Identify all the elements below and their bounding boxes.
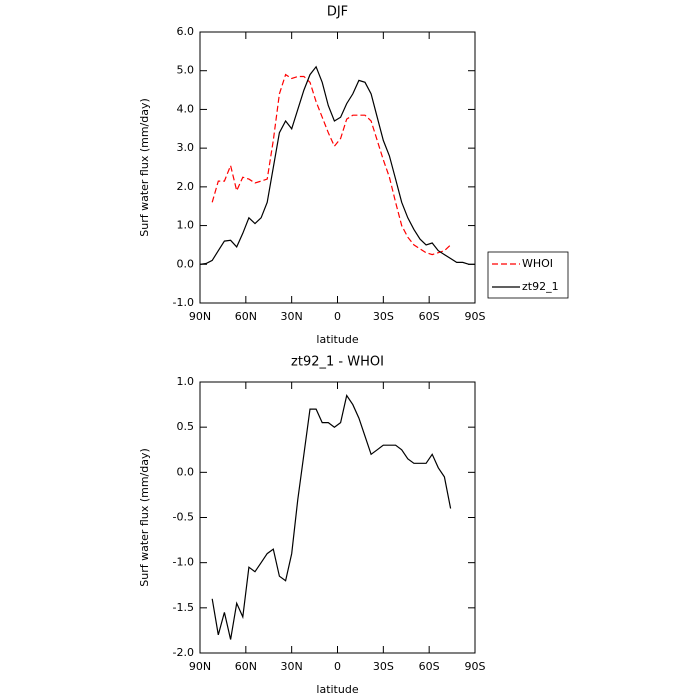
legend-label: zt92_1 bbox=[522, 280, 559, 293]
data-line bbox=[199, 65, 475, 265]
x-tick-label: 30N bbox=[281, 310, 303, 323]
x-tick-label: 30S bbox=[373, 660, 394, 673]
y-tick-label: -1.0 bbox=[173, 556, 194, 569]
y-tick-label: 0.0 bbox=[177, 257, 195, 270]
legend-box bbox=[487, 251, 569, 299]
y-tick-label: 3.0 bbox=[177, 141, 195, 154]
chart-title: DJF bbox=[327, 5, 348, 20]
y-tick-label: 6.0 bbox=[177, 25, 195, 38]
y-tick-label: 1.0 bbox=[177, 375, 195, 388]
x-tick-label: 60N bbox=[235, 310, 257, 323]
legend-label: WHOI bbox=[522, 257, 553, 270]
x-tick-label: 90S bbox=[465, 660, 486, 673]
x-tick-label: 90N bbox=[189, 310, 211, 323]
data-line bbox=[211, 73, 452, 256]
x-tick-label: 90S bbox=[465, 310, 486, 323]
y-axis-label: Surf water flux (mm/day) bbox=[138, 448, 151, 587]
x-axis-label: latitude bbox=[316, 683, 358, 696]
x-tick-label: 60S bbox=[419, 660, 440, 673]
plot-frame bbox=[199, 31, 476, 304]
x-tick-label: 0 bbox=[334, 660, 341, 673]
y-axis-label: Surf water flux (mm/day) bbox=[138, 98, 151, 237]
y-tick-label: 2.0 bbox=[177, 180, 195, 193]
x-tick-label: 90N bbox=[189, 660, 211, 673]
y-tick-label: 0.5 bbox=[177, 420, 195, 433]
x-tick-label: 60N bbox=[235, 660, 257, 673]
x-tick-label: 30S bbox=[373, 310, 394, 323]
y-tick-label: -0.5 bbox=[173, 511, 194, 524]
x-tick-label: 30N bbox=[281, 660, 303, 673]
chart-title: zt92_1 - WHOI bbox=[291, 355, 384, 370]
y-tick-label: -2.0 bbox=[173, 646, 194, 659]
x-tick-label: 0 bbox=[334, 310, 341, 323]
x-tick-label: 60S bbox=[419, 310, 440, 323]
y-tick-label: -1.5 bbox=[173, 601, 194, 614]
data-line bbox=[211, 394, 452, 640]
y-tick-label: 5.0 bbox=[177, 64, 195, 77]
y-tick-label: -1.0 bbox=[173, 296, 194, 309]
y-tick-label: 1.0 bbox=[177, 219, 195, 232]
y-tick-label: 4.0 bbox=[177, 102, 195, 115]
x-axis-label: latitude bbox=[316, 333, 358, 346]
y-tick-label: 0.0 bbox=[177, 465, 195, 478]
